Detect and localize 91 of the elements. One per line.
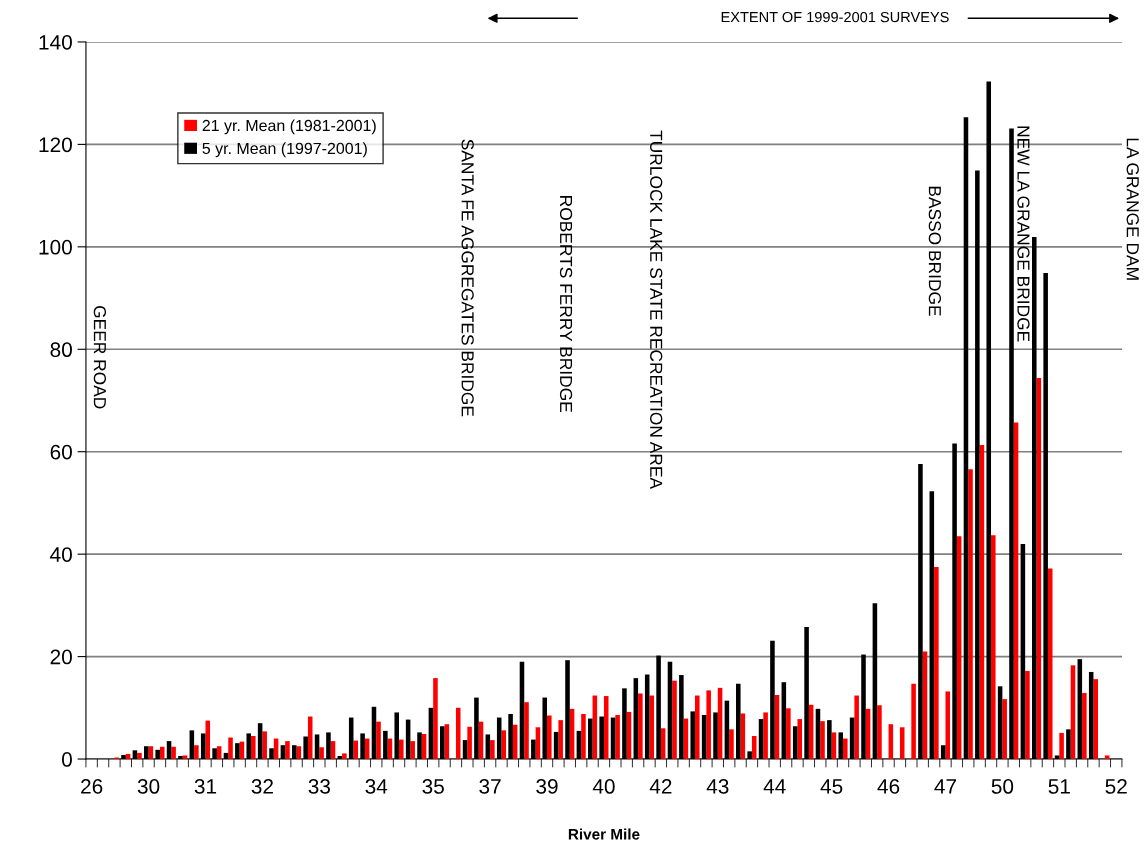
bar bbox=[399, 739, 404, 760]
x-axis-title: River Mile bbox=[568, 828, 640, 840]
bar bbox=[1093, 679, 1099, 760]
bar bbox=[558, 720, 563, 760]
y-tick-label: 80 bbox=[50, 342, 72, 358]
x-tick-label: 52 bbox=[1105, 779, 1127, 794]
bar bbox=[285, 741, 290, 760]
bar bbox=[216, 746, 222, 760]
bar bbox=[376, 721, 381, 760]
bar bbox=[615, 714, 620, 760]
bar bbox=[843, 738, 848, 760]
bar bbox=[934, 566, 939, 760]
bar bbox=[672, 680, 677, 760]
x-tick-label: 35 bbox=[422, 779, 444, 794]
bar bbox=[581, 713, 586, 760]
bar bbox=[137, 752, 142, 760]
x-tick-label: 33 bbox=[308, 779, 330, 794]
x-tick-label: 50 bbox=[991, 779, 1014, 794]
bar bbox=[706, 690, 711, 760]
text: EXTENT OF 1999-2001 SURVEYS bbox=[721, 11, 949, 23]
bar bbox=[171, 746, 176, 760]
y-tick-label: 40 bbox=[50, 547, 72, 562]
bar bbox=[854, 695, 859, 760]
text: LA GRANGE DAM bbox=[1126, 138, 1139, 280]
bar bbox=[786, 708, 791, 760]
bar bbox=[342, 753, 347, 760]
annotation: ROBERTS FERRY BRIDGE bbox=[559, 196, 573, 413]
x-tick-label: 31 bbox=[194, 779, 217, 794]
bar bbox=[228, 737, 233, 760]
bar bbox=[763, 712, 768, 760]
legend-label: 5 yr. Mean (1997-2001) bbox=[202, 142, 367, 158]
x-tick-label: 32 bbox=[251, 779, 273, 794]
bar bbox=[547, 715, 552, 760]
bar bbox=[467, 726, 472, 760]
bar bbox=[319, 747, 324, 760]
x-tick-label: 51 bbox=[1048, 779, 1070, 794]
bar bbox=[501, 730, 507, 760]
bar bbox=[695, 695, 700, 760]
bar bbox=[991, 535, 996, 760]
x-tick-label: 39 bbox=[536, 779, 558, 794]
annotation: NEW LA GRANGE BRIDGE bbox=[1017, 126, 1030, 342]
bar bbox=[945, 691, 951, 760]
bar bbox=[729, 729, 734, 760]
y-tick-label: 100 bbox=[39, 239, 72, 255]
x-tick-label: 42 bbox=[649, 779, 672, 794]
bar bbox=[148, 746, 154, 760]
annotation: SANTA FE AGGREGATES BRIDGE bbox=[461, 139, 474, 417]
bar bbox=[524, 702, 529, 760]
bar bbox=[159, 746, 165, 760]
x-tick-label: 44 bbox=[763, 779, 786, 794]
bar bbox=[797, 719, 803, 760]
x-tick-label: 37 bbox=[479, 779, 501, 794]
bar bbox=[307, 716, 313, 760]
x-tick-label: 26 bbox=[81, 779, 103, 794]
bar bbox=[820, 721, 825, 760]
bar bbox=[1002, 699, 1007, 760]
bar bbox=[205, 720, 211, 760]
x-tick-label: 30 bbox=[137, 779, 160, 794]
bar bbox=[410, 741, 415, 760]
annotation: GEER ROAD bbox=[93, 306, 107, 409]
bar bbox=[296, 746, 302, 760]
bar bbox=[262, 731, 267, 760]
bar bbox=[433, 678, 438, 760]
bar bbox=[353, 740, 359, 760]
annotation: TURLOCK LAKE STATE RECREATION AREA bbox=[650, 130, 663, 490]
bar bbox=[911, 683, 916, 760]
bar bbox=[1082, 692, 1087, 760]
bar bbox=[182, 755, 188, 760]
y-tick-label: 0 bbox=[61, 752, 72, 767]
x-tick-label: 46 bbox=[877, 779, 900, 794]
bar bbox=[649, 695, 655, 760]
y-tick-label: 60 bbox=[50, 444, 72, 460]
y-tick-label: 140 bbox=[39, 34, 72, 50]
bar bbox=[194, 745, 199, 760]
x-tick-label: 43 bbox=[706, 779, 729, 794]
bar bbox=[1104, 755, 1110, 760]
bar bbox=[968, 469, 973, 760]
legend-label: 21 yr. Mean (1981-2001) bbox=[202, 119, 376, 135]
bar bbox=[251, 735, 256, 760]
y-tick-label: 120 bbox=[39, 137, 72, 153]
x-tick-label: 40 bbox=[592, 779, 615, 794]
x-tick-label: 47 bbox=[934, 779, 957, 794]
bar bbox=[638, 693, 643, 760]
bar bbox=[877, 705, 882, 760]
x-tick-label: 45 bbox=[820, 779, 843, 794]
bar bbox=[490, 740, 495, 760]
x-tick-label: 34 bbox=[365, 779, 388, 794]
annotation: BASSO BRIDGE bbox=[928, 186, 942, 316]
bar bbox=[1059, 732, 1064, 760]
y-tick-label: 20 bbox=[50, 649, 72, 665]
bar bbox=[1025, 670, 1030, 760]
